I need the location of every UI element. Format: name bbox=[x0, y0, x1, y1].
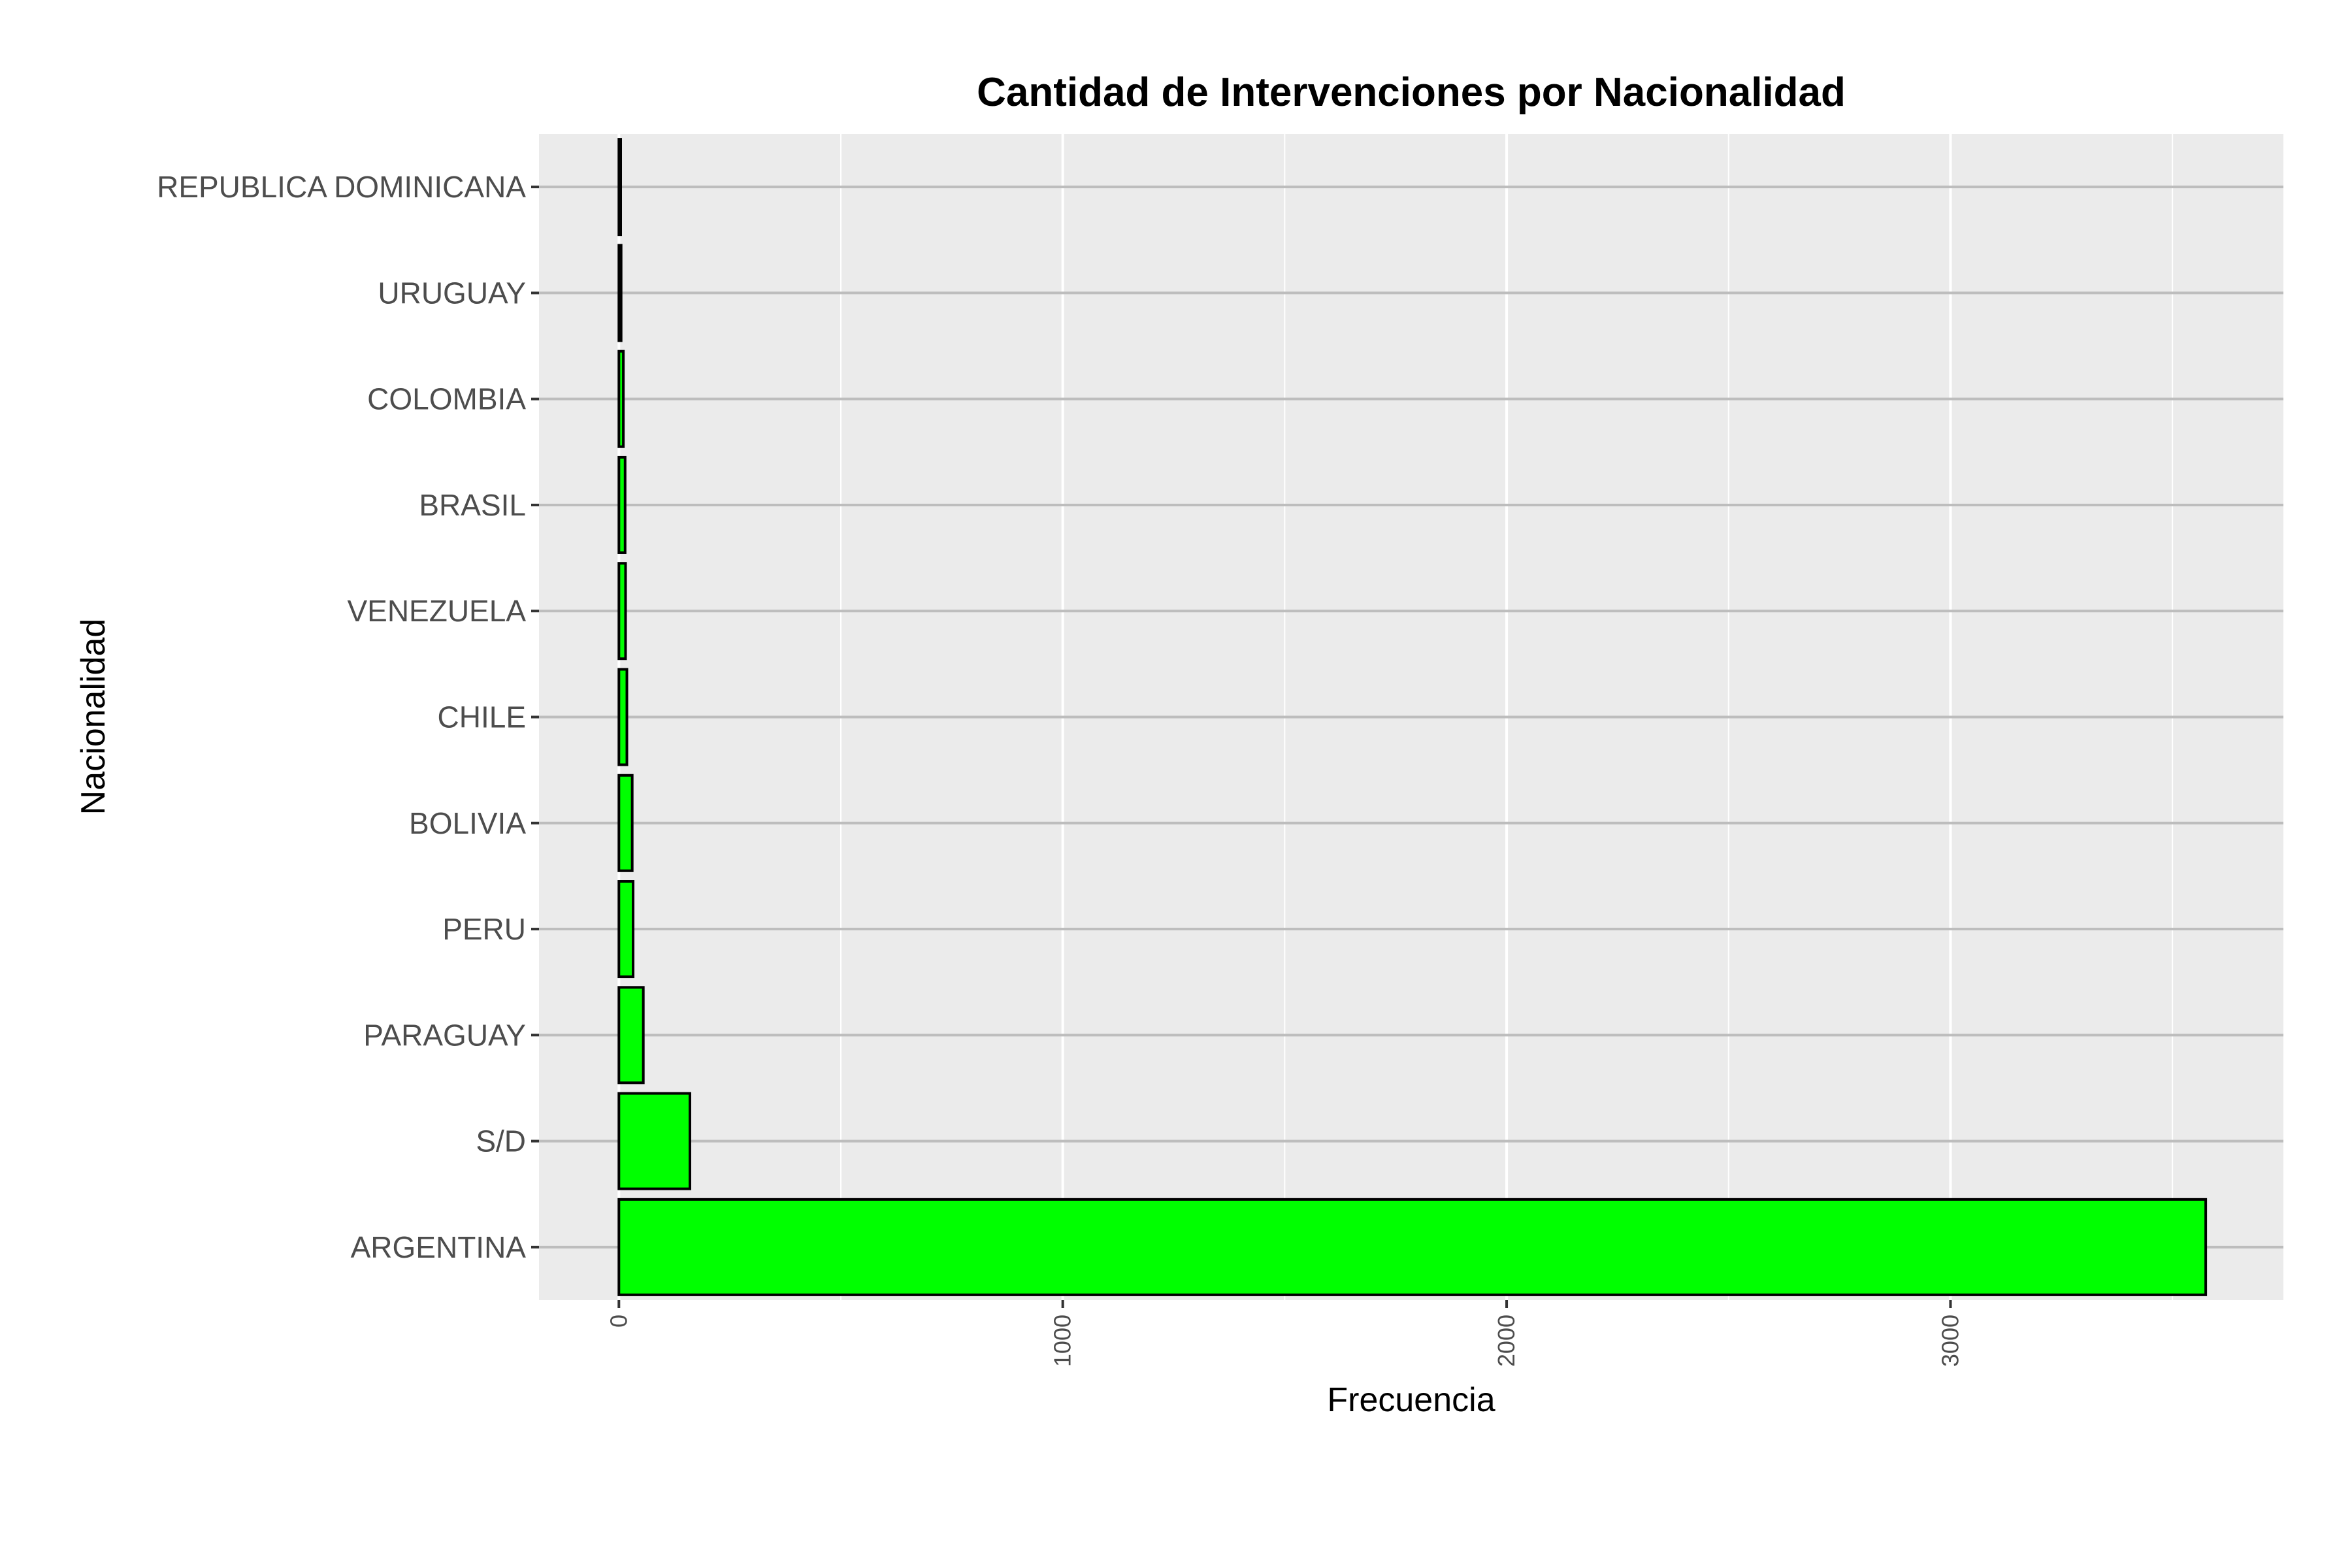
chart-title: Cantidad de Intervenciones por Nacionali… bbox=[977, 70, 1846, 115]
x-axis-title: Frecuencia bbox=[1327, 1381, 1495, 1419]
bar-bolivia bbox=[617, 774, 634, 872]
bar-brasil bbox=[617, 455, 627, 554]
y-axis: ARGENTINA S/D PARAGUAY PERU BOLIVIA CHILE VENE… bbox=[157, 170, 539, 1264]
y-tick-label: URUGUAY bbox=[378, 276, 526, 310]
bar-republica-dominicana bbox=[617, 138, 623, 237]
bar-argentina bbox=[617, 1198, 2208, 1296]
y-tick-label: PERU bbox=[442, 912, 526, 946]
bar-paraguay bbox=[617, 986, 645, 1085]
y-tick-label: VENEZUELA bbox=[347, 594, 526, 628]
y-tick-label: PARAGUAY bbox=[363, 1018, 526, 1052]
y-axis-title: Nacionalidad bbox=[74, 619, 112, 815]
bars bbox=[617, 138, 2208, 1296]
bar-venezuela bbox=[617, 562, 627, 661]
y-tick-label: REPUBLICA DOMINICANA bbox=[157, 170, 526, 204]
y-tick-label: BOLIVIA bbox=[409, 806, 526, 840]
x-tick-label: 2000 bbox=[1493, 1315, 1520, 1367]
bar-s-d bbox=[617, 1092, 691, 1190]
x-tick-label: 0 bbox=[605, 1315, 632, 1328]
bar-uruguay bbox=[617, 244, 623, 342]
y-tick-label: CHILE bbox=[438, 700, 526, 734]
bar-peru bbox=[617, 880, 635, 979]
x-tick-label: 1000 bbox=[1049, 1315, 1076, 1367]
x-axis: 0 1000 2000 3000 bbox=[605, 1300, 1963, 1367]
y-tick-label: COLOMBIA bbox=[367, 382, 526, 416]
bar-chile bbox=[617, 668, 629, 766]
x-tick-label: 3000 bbox=[1936, 1315, 1963, 1367]
y-tick-label: BRASIL bbox=[419, 488, 526, 522]
y-tick-label: S/D bbox=[476, 1124, 526, 1158]
bar-colombia bbox=[617, 350, 625, 448]
y-tick-label: ARGENTINA bbox=[351, 1230, 527, 1264]
